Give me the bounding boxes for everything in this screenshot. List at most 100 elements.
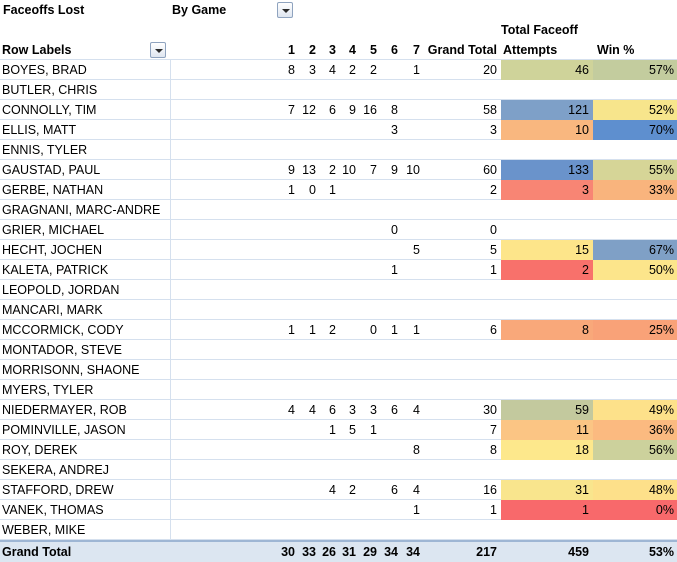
spacer-cell <box>170 360 278 380</box>
game-3-value: 6 <box>329 103 336 117</box>
player-name[interactable]: ENNIS, TYLER <box>2 143 88 157</box>
table-row[interactable]: MANCARI, MARK <box>0 300 677 320</box>
total-game-1: 30 <box>281 545 295 559</box>
game-1-value <box>278 120 295 140</box>
grand-total-value <box>420 300 499 320</box>
player-name[interactable]: MANCARI, MARK <box>2 303 103 317</box>
player-name[interactable]: WEBER, MIKE <box>2 523 86 537</box>
by-game-filter-dropdown-icon[interactable] <box>277 2 293 18</box>
player-name[interactable]: KALETA, PATRICK <box>2 263 109 277</box>
grand-total-value: 7 <box>490 423 497 437</box>
game-6-value: 8 <box>391 103 398 117</box>
win-pct-color-scale <box>593 500 677 520</box>
game-3-value: 4 <box>329 63 336 77</box>
player-name[interactable]: STAFFORD, DREW <box>2 483 114 497</box>
row-labels-filter-dropdown-icon[interactable] <box>150 42 166 58</box>
player-name[interactable]: SEKERA, ANDREJ <box>2 463 109 477</box>
game-1-header: 1 <box>288 43 295 57</box>
table-row[interactable]: ELLIS, MATT 3 3 10 70% <box>0 120 677 140</box>
player-name[interactable]: BOYES, BRAD <box>2 63 87 77</box>
game-6-value <box>379 200 398 220</box>
player-name[interactable]: GRIER, MICHAEL <box>2 223 105 237</box>
game-3-value <box>318 500 336 520</box>
player-name[interactable]: LEOPOLD, JORDAN <box>2 283 120 297</box>
game-7-value: 5 <box>413 243 420 257</box>
table-row[interactable]: CONNOLLY, TIM 7 12 6 9 16 8 58 121 52% <box>0 100 677 120</box>
game-4-value <box>338 300 356 320</box>
table-row[interactable]: MYERS, TYLER <box>0 380 677 400</box>
player-name[interactable]: MYERS, TYLER <box>2 383 94 397</box>
table-row[interactable]: HECHT, JOCHEN 5 5 15 67% <box>0 240 677 260</box>
player-name[interactable]: NIEDERMAYER, ROB <box>2 403 127 417</box>
win-pct-value <box>593 360 677 380</box>
game-3-value <box>318 360 336 380</box>
grand-total-value <box>420 140 499 160</box>
table-row[interactable]: WEBER, MIKE <box>0 520 677 540</box>
player-name[interactable]: HECHT, JOCHEN <box>2 243 103 257</box>
table-row[interactable]: NIEDERMAYER, ROB 4 4 6 3 3 6 4 30 59 49% <box>0 400 677 420</box>
game-2-value <box>297 80 316 100</box>
win-pct-color-scale <box>593 420 677 440</box>
game-1-value: 1 <box>288 323 295 337</box>
player-name[interactable]: MORRISONN, SHAONE <box>2 363 140 377</box>
table-row[interactable]: GERBE, NATHAN 1 0 1 2 3 33% <box>0 180 677 200</box>
game-4-value <box>338 80 356 100</box>
game-5-value: 3 <box>370 403 377 417</box>
game-1-value <box>278 240 295 260</box>
player-name[interactable]: POMINVILLE, JASON <box>2 423 126 437</box>
grand-total-value <box>420 340 499 360</box>
game-2-value <box>297 140 316 160</box>
game-5-value <box>358 140 377 160</box>
table-row[interactable]: LEOPOLD, JORDAN <box>0 280 677 300</box>
table-row[interactable]: GRIER, MICHAEL 0 0 <box>0 220 677 240</box>
header-row-mid: Total Faceoff <box>0 20 677 40</box>
table-row[interactable]: MCCORMICK, CODY 1 1 2 0 1 1 6 8 25% <box>0 320 677 340</box>
table-row[interactable]: VANEK, THOMAS 1 1 1 0% <box>0 500 677 520</box>
game-6-value: 1 <box>391 263 398 277</box>
table-row[interactable]: KALETA, PATRICK 1 1 2 50% <box>0 260 677 280</box>
win-pct-color-scale <box>593 440 677 460</box>
table-row[interactable]: ENNIS, TYLER <box>0 140 677 160</box>
spacer-cell <box>170 480 278 500</box>
table-row[interactable]: MONTADOR, STEVE <box>0 340 677 360</box>
grand-total-value: 6 <box>490 323 497 337</box>
player-name[interactable]: ROY, DEREK <box>2 443 78 457</box>
spacer-cell <box>170 200 278 220</box>
game-3-value: 6 <box>329 403 336 417</box>
player-name[interactable]: VANEK, THOMAS <box>2 503 104 517</box>
player-name[interactable]: MCCORMICK, CODY <box>2 323 124 337</box>
game-1-value <box>278 300 295 320</box>
table-row[interactable]: STAFFORD, DREW 4 2 6 4 16 31 48% <box>0 480 677 500</box>
game-4-value <box>338 500 356 520</box>
grand-total-value: 58 <box>483 103 497 117</box>
table-row[interactable]: SEKERA, ANDREJ <box>0 460 677 480</box>
grand-total-value <box>420 380 499 400</box>
attempts-value: 8 <box>582 323 589 337</box>
spacer-cell <box>170 60 278 80</box>
game-1-value: 8 <box>288 63 295 77</box>
table-row[interactable]: GRAGNANI, MARC-ANDRE <box>0 200 677 220</box>
grand-total-value <box>420 360 499 380</box>
player-name[interactable]: MONTADOR, STEVE <box>2 343 122 357</box>
player-name[interactable]: GRAGNANI, MARC-ANDRE <box>2 203 161 217</box>
pivot-title: Faceoffs Lost <box>3 3 85 17</box>
table-row[interactable]: BOYES, BRAD 8 3 4 2 2 1 20 46 57% <box>0 60 677 80</box>
player-name[interactable]: GERBE, NATHAN <box>2 183 104 197</box>
game-4-value <box>338 120 356 140</box>
game-6-value <box>379 440 398 460</box>
table-row[interactable]: GAUSTAD, PAUL 9 13 2 10 7 9 10 60 133 55% <box>0 160 677 180</box>
player-name[interactable]: ELLIS, MATT <box>2 123 77 137</box>
player-name[interactable]: CONNOLLY, TIM <box>2 103 97 117</box>
game-5-value: 1 <box>370 423 377 437</box>
spacer-cell <box>170 300 278 320</box>
table-row[interactable]: POMINVILLE, JASON 1 5 1 7 11 36% <box>0 420 677 440</box>
table-row[interactable]: BUTLER, CHRIS <box>0 80 677 100</box>
game-3-value <box>318 260 336 280</box>
game-7-value <box>400 340 420 360</box>
game-6-value: 6 <box>391 483 398 497</box>
attempts-color-scale <box>501 120 593 140</box>
table-row[interactable]: MORRISONN, SHAONE <box>0 360 677 380</box>
player-name[interactable]: BUTLER, CHRIS <box>2 83 98 97</box>
player-name[interactable]: GAUSTAD, PAUL <box>2 163 101 177</box>
table-row[interactable]: ROY, DEREK 8 8 18 56% <box>0 440 677 460</box>
